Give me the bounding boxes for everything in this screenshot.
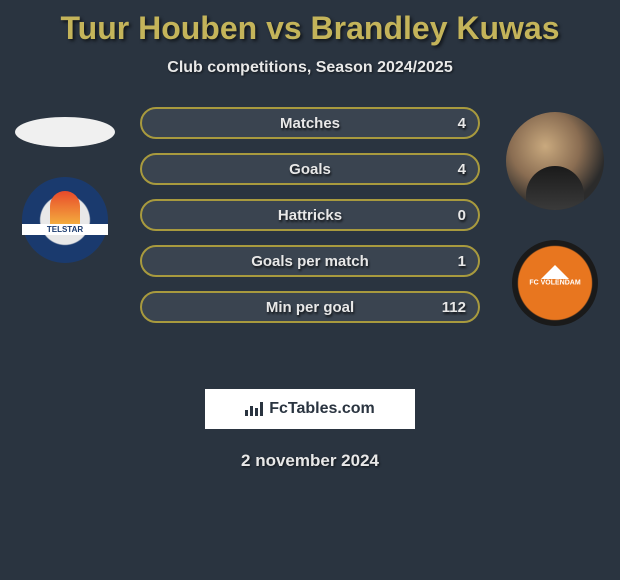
stat-label: Hattricks (278, 207, 342, 224)
brand-text: FcTables.com (269, 400, 375, 418)
stat-value: 4 (458, 115, 466, 132)
chart-icon (245, 402, 263, 416)
club-badge-right (512, 240, 598, 326)
player-photo-right (506, 112, 604, 210)
club-badge-left (22, 177, 108, 263)
stat-value: 4 (458, 161, 466, 178)
comparison-panel: Matches 4 Goals 4 Hattricks 0 Goals per … (0, 107, 620, 367)
stat-value: 1 (458, 253, 466, 270)
page-title: Tuur Houben vs Brandley Kuwas (0, 0, 620, 47)
stat-bar: Min per goal 112 (140, 291, 480, 323)
stat-bars: Matches 4 Goals 4 Hattricks 0 Goals per … (140, 107, 480, 337)
stat-bar: Matches 4 (140, 107, 480, 139)
stat-value: 112 (442, 299, 466, 316)
stat-bar: Hattricks 0 (140, 199, 480, 231)
subtitle: Club competitions, Season 2024/2025 (0, 59, 620, 77)
left-column (10, 107, 120, 263)
brand-logo: FcTables.com (205, 389, 415, 429)
stat-label: Matches (280, 115, 340, 132)
stat-bar: Goals 4 (140, 153, 480, 185)
stat-label: Min per goal (266, 299, 354, 316)
stat-label: Goals (289, 161, 331, 178)
right-column (500, 107, 610, 326)
date-text: 2 november 2024 (0, 451, 620, 471)
player-photo-left (15, 117, 115, 147)
stat-bar: Goals per match 1 (140, 245, 480, 277)
stat-value: 0 (458, 207, 466, 224)
stat-label: Goals per match (251, 253, 369, 270)
